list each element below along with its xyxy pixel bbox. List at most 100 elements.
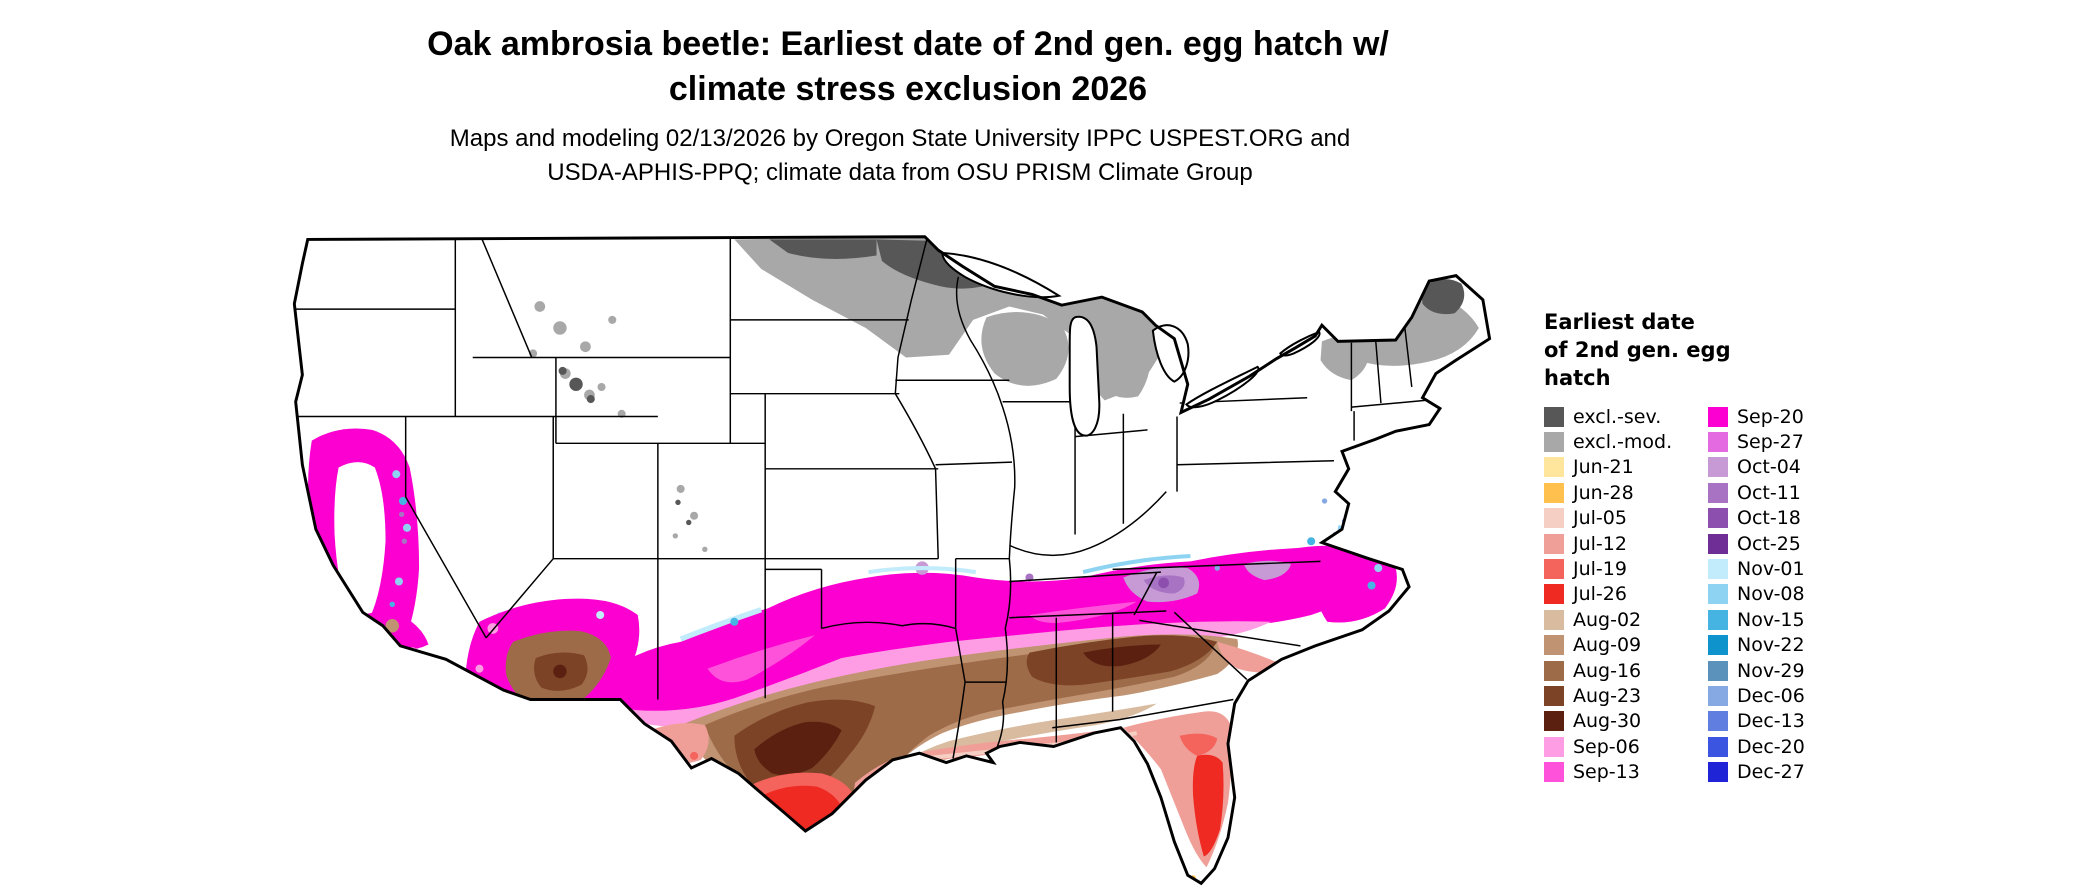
map-subtitle: Maps and modeling 02/13/2026 by Oregon S… (450, 122, 1350, 190)
map-title-line1: Oak ambrosia beetle: Earliest date of 2n… (427, 25, 1389, 63)
legend-row: Nov-29 (1708, 658, 1866, 683)
us-map (278, 226, 1522, 886)
legend-swatch (1708, 584, 1728, 605)
state-borders (294, 236, 1426, 759)
legend-label: excl.-mod. (1573, 431, 1673, 454)
us-outline (292, 235, 1492, 886)
legend-label: Aug-16 (1573, 659, 1642, 682)
region-jul26-florida-core (1192, 754, 1224, 857)
legend-row: Jul-19 (1544, 556, 1702, 581)
sierra-purple-specks (398, 511, 408, 544)
region-jul19-florida (1179, 733, 1218, 756)
legend-label: Dec-27 (1737, 761, 1805, 784)
legend-label: Jul-05 (1573, 507, 1627, 530)
legend-label: Oct-11 (1737, 481, 1801, 504)
legend-label: Dec-06 (1737, 684, 1805, 707)
legend-label: Aug-30 (1573, 710, 1642, 733)
legend-label: Jul-26 (1573, 583, 1627, 606)
legend-label: Jul-12 (1573, 532, 1627, 555)
legend-row: Jul-05 (1544, 506, 1702, 531)
legend-row: Nov-22 (1708, 633, 1866, 658)
legend-swatch (1544, 635, 1564, 656)
legend-swatch (1544, 457, 1564, 478)
legend-row: Jun-21 (1544, 455, 1702, 480)
legend-swatch (1544, 406, 1564, 427)
sierra-cyan-specks-2 (389, 496, 408, 607)
legend-label: Dec-20 (1737, 735, 1805, 758)
legend-label: Oct-18 (1737, 507, 1801, 530)
legend-row: Dec-27 (1708, 759, 1866, 784)
legend-row: Oct-04 (1708, 455, 1866, 480)
region-jul12-rio-grande (652, 723, 709, 764)
region-nov01-fringe-west (679, 607, 763, 642)
legend-row: excl.-mod. (1544, 429, 1702, 454)
legend-label: Dec-13 (1737, 710, 1805, 733)
region-excl-moderate-wisconsin (981, 312, 1069, 386)
legend-row: Oct-18 (1708, 506, 1866, 531)
legend-swatch (1708, 406, 1728, 427)
nm-cyan-speck (596, 611, 605, 620)
legend-label: Aug-02 (1573, 608, 1642, 631)
mountain-gray-specks (526, 301, 708, 644)
sierra-cyan-specks (392, 470, 412, 586)
region-nov01-fringe-plains (868, 566, 977, 575)
legend-label: Jul-19 (1573, 558, 1627, 581)
legend-column-1: excl.-sev. excl.-mod. Jun-21 Jun-28 Jul-05 Ju… (1544, 404, 1702, 785)
legend-swatch (1708, 609, 1728, 630)
region-aug30-arizona-dot (553, 664, 567, 679)
legend-title: Earliest date of 2nd gen. egg hatch (1544, 308, 1866, 392)
legend-row: Jul-12 (1544, 531, 1702, 556)
legend-label: Nov-08 (1737, 583, 1805, 606)
legend-swatch (1544, 584, 1564, 605)
legend-swatch (1708, 711, 1728, 732)
legend-label: Nov-29 (1737, 659, 1805, 682)
legend-swatch (1544, 609, 1564, 630)
legend-label: Sep-13 (1573, 761, 1640, 784)
region-aug09-socal-dot (385, 619, 399, 633)
legend-row: Oct-25 (1708, 531, 1866, 556)
legend-swatch (1708, 559, 1728, 580)
legend-columns: excl.-sev. excl.-mod. Jun-21 Jun-28 Jul-05 Ju… (1544, 404, 1866, 785)
lake-michigan (1068, 315, 1101, 437)
legend-row: Jun-28 (1544, 480, 1702, 505)
legend-row: Sep-06 (1544, 734, 1702, 759)
legend-swatch (1708, 635, 1728, 656)
legend-label: Sep-06 (1573, 735, 1640, 758)
legend-row: Nov-08 (1708, 582, 1866, 607)
region-sep13-streak-1 (707, 635, 815, 683)
region-oct04-virginia (1244, 560, 1292, 581)
region-excl-moderate-michigan (1093, 331, 1151, 398)
legend-swatch (1544, 660, 1564, 681)
legend-swatch (1544, 685, 1564, 706)
legend-title-line3: hatch (1544, 366, 1611, 390)
legend-row: Dec-20 (1708, 734, 1866, 759)
map-data-regions (308, 236, 1479, 884)
legend-row: Aug-16 (1544, 658, 1702, 683)
region-california-central-valley-white (334, 462, 386, 620)
legend-title-line2: of 2nd gen. egg (1544, 338, 1731, 362)
legend-swatch (1544, 508, 1564, 529)
region-nov08-fringe-tenn (1082, 553, 1191, 575)
region-aug30-georgia-core (1083, 644, 1161, 667)
legend-swatch (1708, 457, 1728, 478)
region-aug30-texas-core (754, 721, 842, 776)
region-nov08-fringe-virginia (1337, 525, 1387, 551)
legend-label: Nov-15 (1737, 608, 1805, 631)
legend-swatch (1544, 762, 1564, 783)
us-map-svg (292, 235, 1492, 886)
region-excl-severe-maine (1421, 279, 1465, 315)
legend-label: excl.-sev. (1573, 405, 1662, 428)
legend-row: Aug-09 (1544, 633, 1702, 658)
legend-label: Oct-04 (1737, 456, 1801, 479)
legend-label: Sep-20 (1737, 405, 1804, 428)
legend: Earliest date of 2nd gen. egg hatch excl… (1544, 308, 1866, 785)
legend-row: Dec-13 (1708, 709, 1866, 734)
legend-row: excl.-sev. (1544, 404, 1702, 429)
legend-row: Nov-01 (1708, 556, 1866, 581)
legend-row: Dec-06 (1708, 683, 1866, 708)
region-excl-moderate (734, 236, 1164, 401)
map-subtitle-line2: USDA-APHIS-PPQ; climate data from OSU PR… (547, 159, 1253, 187)
legend-swatch (1544, 432, 1564, 453)
legend-row: Aug-02 (1544, 607, 1702, 632)
region-excl-moderate-adirondacks (1320, 336, 1369, 381)
